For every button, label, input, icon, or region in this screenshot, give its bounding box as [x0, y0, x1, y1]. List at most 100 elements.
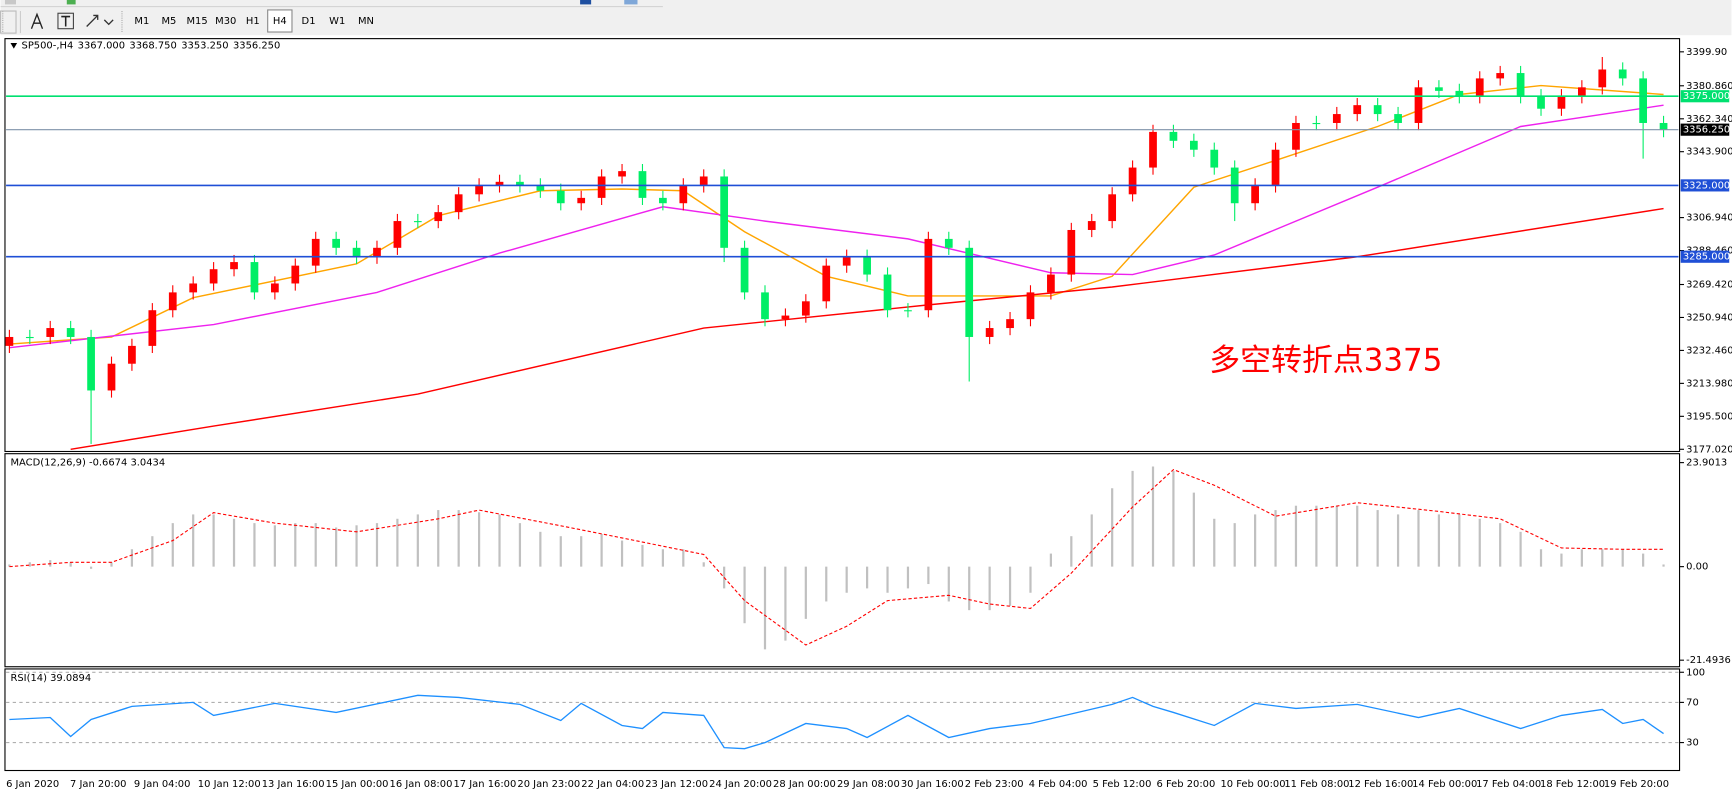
- collapse-arrow[interactable]: [10, 43, 18, 49]
- y-tick-label: 3269.420: [1686, 280, 1732, 291]
- candle-body: [1312, 122, 1321, 125]
- y-tick-label: 3195.500: [1686, 411, 1732, 422]
- toolbar-bg: [0, 0, 1732, 36]
- candle-body: [1006, 319, 1014, 329]
- candle-body: [577, 197, 586, 204]
- candle-body: [1067, 229, 1076, 275]
- candle-body: [454, 194, 463, 213]
- candle-body: [1026, 292, 1035, 320]
- time-label: 12 Feb 16:00: [1348, 779, 1413, 790]
- time-label: 10 Jan 12:00: [198, 779, 261, 790]
- candle-body: [924, 238, 933, 311]
- y-tick-label: 3343.900: [1686, 147, 1732, 158]
- candle-body: [904, 310, 912, 312]
- candle-body: [761, 292, 769, 320]
- candle-body: [863, 256, 871, 275]
- timeframe-label: M15: [186, 16, 207, 27]
- candle-body: [597, 176, 606, 198]
- price-label-bg: [1680, 123, 1730, 136]
- y-tick-label: 3380.860: [1686, 81, 1732, 92]
- price-panel: [4, 38, 1681, 453]
- candle-body: [1251, 185, 1259, 204]
- timeframe-label: M30: [215, 16, 236, 27]
- y-tick-label: 0.00: [1686, 562, 1708, 573]
- timeframe-button[interactable]: M30: [215, 16, 236, 27]
- candle-body: [352, 247, 361, 257]
- candle-body: [475, 185, 483, 195]
- candle-body: [1128, 167, 1137, 195]
- time-label: 18 Feb 12:00: [1540, 779, 1605, 790]
- candle-body: [1455, 90, 1464, 97]
- timeframe-button[interactable]: MN: [358, 16, 374, 27]
- y-tick-label: 3177.020: [1686, 444, 1732, 455]
- time-label: 2 Feb 23:00: [965, 779, 1024, 790]
- price-label: 3285.000: [1683, 252, 1730, 263]
- timeframe-button[interactable]: W1: [329, 16, 345, 27]
- text-tool[interactable]: [30, 12, 44, 29]
- time-label: 23 Jan 12:00: [645, 779, 708, 790]
- time-label: 10 Feb 00:00: [1220, 779, 1285, 790]
- time-label: 29 Jan 08:00: [837, 779, 900, 790]
- header-value: 3356.250: [233, 40, 280, 51]
- candle-body: [66, 328, 75, 337]
- timeframe-label: M5: [161, 16, 176, 27]
- candle-body: [1394, 114, 1402, 123]
- candle-body: [250, 262, 259, 293]
- panel-title: MACD(12,26,9) -0.6674 3.0434: [10, 458, 165, 469]
- candle-body: [720, 176, 729, 248]
- time-label: 6 Jan 2020: [6, 779, 59, 790]
- menu-button[interactable]: [0, 10, 17, 34]
- timeframe-label: H1: [246, 16, 260, 27]
- candle-body: [209, 269, 218, 284]
- panel-title: SP500-,H4 3367.000 3368.750 3353.250 3356.25…: [22, 40, 281, 51]
- candle-body: [393, 221, 402, 248]
- header-value: 3367.000: [78, 40, 125, 51]
- candle-body: [1516, 73, 1525, 97]
- candle-body: [1414, 87, 1423, 123]
- time-label: 9 Jan 04:00: [134, 779, 191, 790]
- timeframe-button[interactable]: D1: [302, 16, 316, 27]
- toolbar-icon: [4, 0, 17, 5]
- time-label: 14 Feb 00:00: [1412, 779, 1477, 790]
- timeframe-button[interactable]: H1: [246, 16, 260, 27]
- timeframe-label: D1: [302, 16, 316, 27]
- candle-body: [1578, 87, 1586, 97]
- time-label: 11 Feb 08:00: [1284, 779, 1349, 790]
- timeframe-button[interactable]: M5: [161, 16, 176, 27]
- timeframe-button[interactable]: M15: [186, 16, 207, 27]
- candle-body: [373, 247, 381, 257]
- candle-body: [107, 363, 116, 391]
- active-button-bg: [267, 9, 293, 33]
- candle-body: [168, 292, 177, 311]
- candle-body: [659, 197, 667, 204]
- time-label: 19 Feb 20:00: [1604, 779, 1669, 790]
- y-tick-label: 100: [1686, 667, 1705, 678]
- y-tick-label: -21.4936: [1686, 655, 1731, 666]
- candle-body: [1353, 105, 1362, 115]
- candle-body: [1292, 122, 1300, 150]
- time-label: 20 Jan 23:00: [517, 779, 580, 790]
- candle-body: [965, 247, 974, 337]
- arrow-tool[interactable]: [86, 14, 114, 27]
- time-label: 24 Jan 20:00: [709, 779, 772, 790]
- timeframe-button[interactable]: M1: [134, 16, 149, 27]
- candle-body: [1373, 105, 1382, 115]
- candle-body: [822, 265, 831, 302]
- timeframe-button[interactable]: H4: [267, 9, 293, 33]
- time-label: 17 Jan 16:00: [453, 779, 516, 790]
- label-tool[interactable]: [57, 12, 74, 30]
- candle-body: [1557, 96, 1566, 109]
- candle-body: [1659, 122, 1668, 130]
- y-tick-label: 70: [1686, 697, 1699, 708]
- header-value: 3353.250: [181, 40, 228, 51]
- y-tick-label: 3362.340: [1686, 114, 1732, 125]
- price-label-bg: [1680, 250, 1730, 263]
- candle-body: [1210, 149, 1219, 168]
- candle-body: [1271, 149, 1280, 186]
- candle-body: [230, 262, 238, 270]
- time-label: 28 Jan 00:00: [773, 779, 836, 790]
- candle-body: [556, 190, 565, 204]
- y-tick-label: 3213.980: [1686, 378, 1732, 389]
- candle-body: [679, 185, 688, 204]
